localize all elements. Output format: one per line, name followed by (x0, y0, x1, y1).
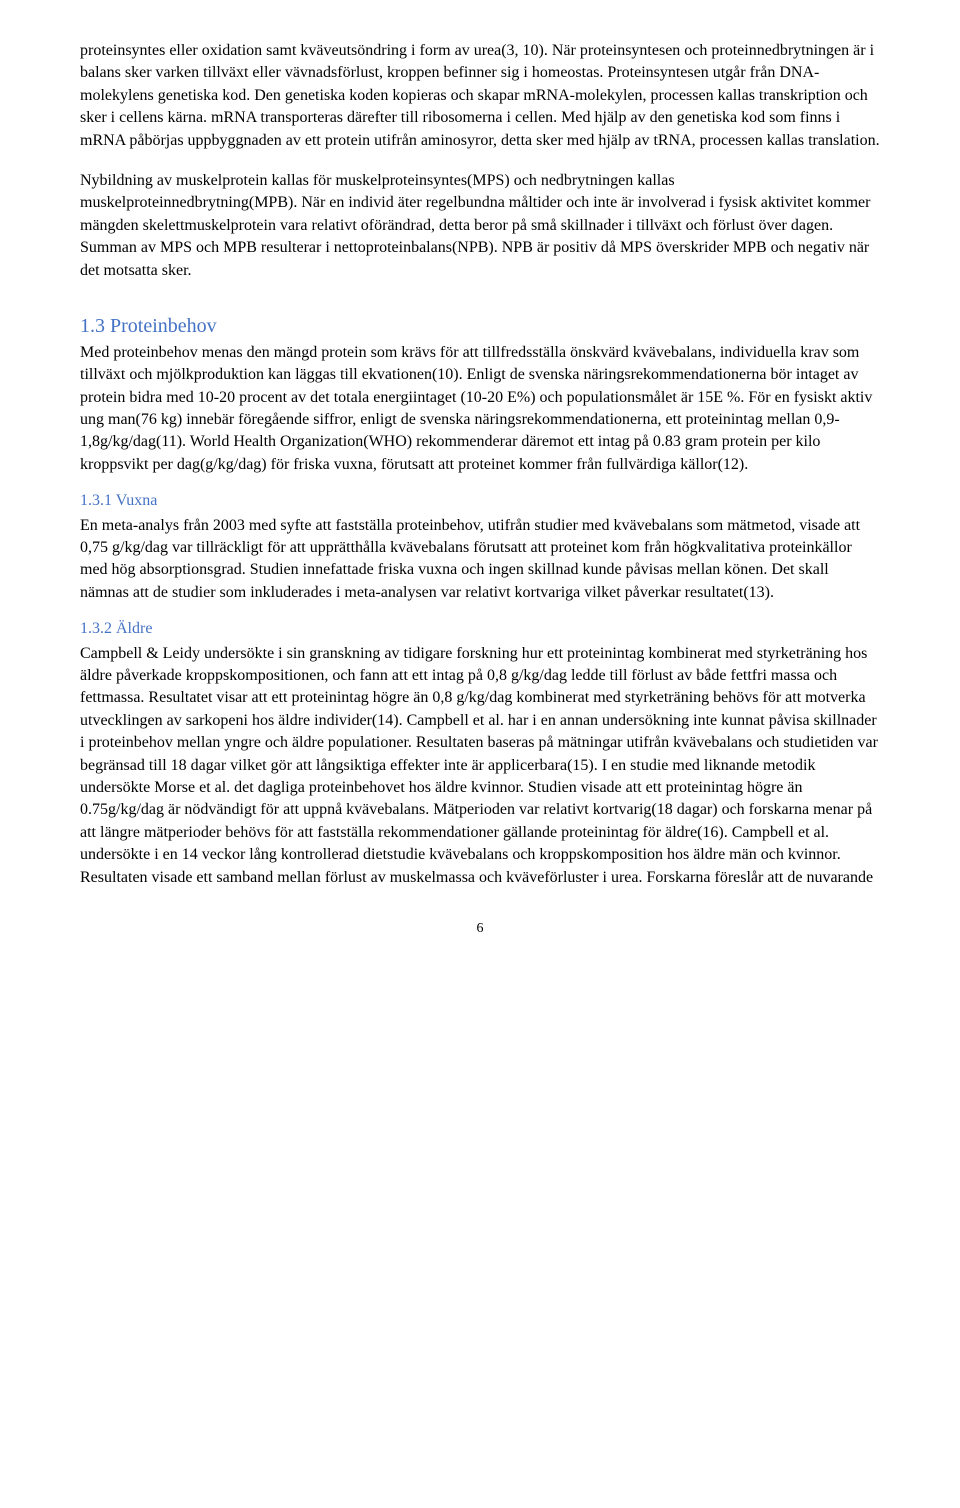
subsection-body-aldre: Campbell & Leidy undersökte i sin gransk… (80, 643, 880, 889)
paragraph-2: Nybildning av muskelprotein kallas för m… (80, 170, 880, 282)
section-heading-proteinbehov: 1.3 Proteinbehov (80, 312, 880, 340)
paragraph-1: proteinsyntes eller oxidation samt kväve… (80, 40, 880, 152)
section-body-proteinbehov: Med proteinbehov menas den mängd protein… (80, 342, 880, 476)
subsection-body-vuxna: En meta-analys från 2003 med syfte att f… (80, 515, 880, 605)
subsection-heading-aldre: 1.3.2 Äldre (80, 618, 880, 640)
page-number: 6 (80, 919, 880, 939)
subsection-heading-vuxna: 1.3.1 Vuxna (80, 490, 880, 512)
